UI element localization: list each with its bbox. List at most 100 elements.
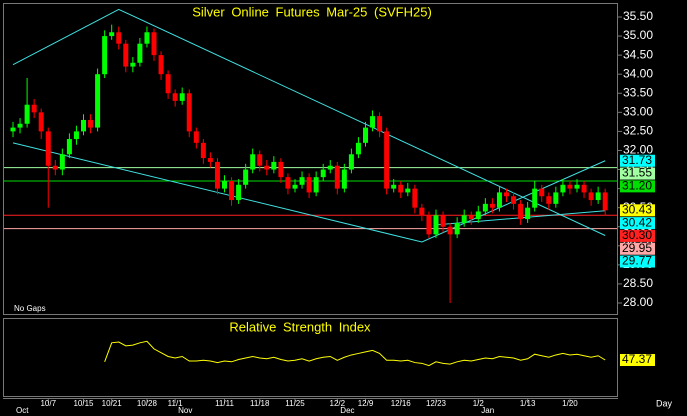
candle-body xyxy=(363,127,368,143)
x-tick-label: 1/13 xyxy=(520,399,536,408)
price-marker-label: 30.42 xyxy=(622,215,652,229)
rsi-marker-label: 47.37 xyxy=(622,352,652,366)
month-label: Nov xyxy=(178,406,192,415)
y-tick-label: 28.00 xyxy=(623,295,653,309)
candle-body xyxy=(24,104,30,124)
x-tick-label: 12/2 xyxy=(330,399,346,408)
price-marker-label: 31.73 xyxy=(622,153,652,167)
candle-body xyxy=(433,215,439,235)
candle-body xyxy=(313,177,319,193)
candle-body xyxy=(546,196,552,204)
x-tick-label: 12/16 xyxy=(391,399,412,408)
x-tick-label: 1/2 xyxy=(473,399,485,408)
x-tick-label: 1/20 xyxy=(562,399,578,408)
rsi-plot: 47.37 xyxy=(104,340,655,366)
candle-body xyxy=(179,93,185,101)
candle-body xyxy=(109,32,115,37)
candle-body xyxy=(489,203,495,208)
price-marker xyxy=(620,154,655,167)
candle-body xyxy=(95,74,101,128)
axes: 28.0028.5029.0029.5030.0030.5031.0031.50… xyxy=(16,9,655,415)
candle-body xyxy=(52,165,58,170)
candle-body xyxy=(574,184,580,189)
candle-body xyxy=(31,104,37,113)
candle-body xyxy=(355,142,361,155)
candle-body xyxy=(10,127,16,132)
x-tick-label: 11/18 xyxy=(250,399,270,408)
month-label: Oct xyxy=(16,406,29,415)
candle-body xyxy=(468,215,474,220)
price-marker-label: 29.77 xyxy=(622,254,652,268)
candle-body xyxy=(285,177,291,189)
price-marker-label: 30.43 xyxy=(622,203,652,217)
candle-body xyxy=(405,188,411,193)
price-marker xyxy=(620,180,655,193)
candle-body xyxy=(581,184,587,193)
candle-body xyxy=(172,93,178,101)
candle-body xyxy=(123,43,129,67)
price-marker xyxy=(620,242,655,255)
candle-body xyxy=(391,184,397,189)
candle-body xyxy=(137,43,143,63)
candle-body xyxy=(553,192,559,204)
y-tick-label: 34.00 xyxy=(623,66,653,80)
price-plot xyxy=(4,8,617,303)
candle-body xyxy=(158,55,164,75)
x-tick-label: 10/21 xyxy=(102,399,123,408)
price-marker-label: 29.95 xyxy=(622,241,652,255)
candle-body xyxy=(532,188,538,208)
candle-body xyxy=(461,215,467,223)
candle-body xyxy=(81,119,86,132)
candle-body xyxy=(567,184,573,189)
y-tick-label: 33.00 xyxy=(623,105,653,119)
chart-title: Silver Online Futures Mar-25 (SVFH25) xyxy=(192,4,432,19)
candle-body xyxy=(193,131,199,143)
candle-body xyxy=(327,165,333,170)
price-panel xyxy=(3,3,618,315)
candle-body xyxy=(504,192,509,197)
candle-body xyxy=(384,131,390,189)
candle-body xyxy=(602,192,608,211)
candle-body xyxy=(151,32,157,56)
candle-body xyxy=(398,184,404,193)
candle-body xyxy=(511,196,517,204)
candle-body xyxy=(250,154,256,170)
month-label: Jan xyxy=(481,406,494,415)
x-tick-label: 10/15 xyxy=(73,399,94,408)
rsi-title: Relative Strength Index xyxy=(229,319,371,334)
y-tick-label: 32.50 xyxy=(623,124,653,138)
candle-body xyxy=(257,154,263,166)
x-tick-label: 12/9 xyxy=(358,399,374,408)
y-tick-label: 34.50 xyxy=(623,47,653,61)
rsi-marker xyxy=(620,353,655,366)
x-tick-label: 11/1 xyxy=(168,399,184,408)
candle-body xyxy=(222,180,227,189)
x-tick-label: 10/7 xyxy=(40,399,56,408)
candle-body xyxy=(518,203,524,220)
candle-body xyxy=(595,192,601,201)
price-marker xyxy=(620,217,655,230)
candle-body xyxy=(17,123,23,128)
candle-body xyxy=(38,112,44,132)
candle-body xyxy=(243,169,249,185)
x-tick-label: 11/25 xyxy=(285,399,305,408)
candle-body xyxy=(341,169,347,189)
candle-body xyxy=(144,32,150,44)
candle-body xyxy=(320,169,326,178)
price-marker-label: 31.20 xyxy=(622,179,652,193)
candle-body xyxy=(271,161,277,170)
candle-body xyxy=(292,184,298,189)
price-marker xyxy=(620,229,655,242)
candle-body xyxy=(207,158,213,162)
candle-body xyxy=(116,32,122,44)
candle-body xyxy=(412,188,418,208)
candle-body xyxy=(475,211,481,220)
candle-body xyxy=(588,192,594,201)
candle-body xyxy=(236,184,242,201)
price-marker xyxy=(620,167,655,180)
trendline xyxy=(12,8,606,236)
candle-body xyxy=(200,142,206,159)
x-tick-label: 12/23 xyxy=(426,399,447,408)
month-label: Dec xyxy=(340,406,354,415)
